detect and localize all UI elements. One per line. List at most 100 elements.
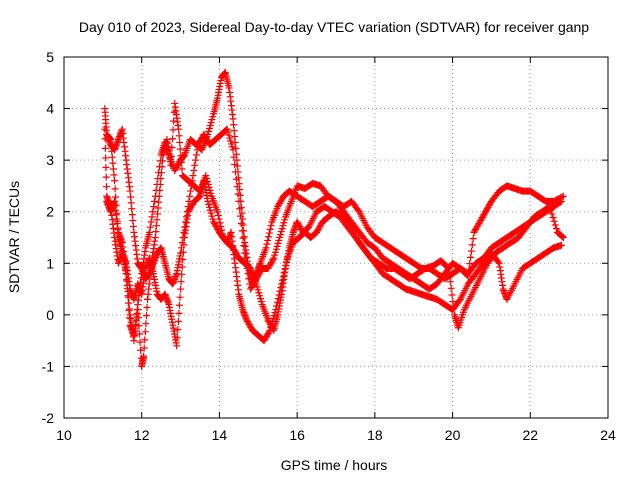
data-point: [447, 284, 455, 292]
data-point: [277, 197, 285, 205]
data-point: [173, 162, 181, 170]
data-point: [216, 219, 224, 227]
chart-title: Day 010 of 2023, Sidereal Day-to-day VTE…: [79, 19, 589, 35]
data-point: [194, 141, 202, 149]
data-point: [229, 146, 237, 154]
data-point: [243, 264, 251, 272]
data-point: [145, 228, 153, 236]
data-point: [223, 125, 231, 133]
data-point: [150, 203, 158, 211]
data-point: [267, 222, 275, 230]
data-point: [142, 320, 150, 328]
data-point: [167, 161, 175, 169]
data-point: [477, 217, 485, 225]
data-point: [227, 137, 235, 145]
data-point: [123, 277, 131, 285]
data-point: [188, 202, 196, 210]
data-point: [123, 284, 131, 292]
data-point: [253, 283, 261, 291]
data-point: [110, 171, 118, 179]
data-point: [151, 234, 159, 241]
data-point: [102, 164, 110, 172]
data-point: [558, 233, 566, 241]
data-point: [135, 322, 143, 330]
data-point: [124, 299, 132, 307]
data-point: [269, 256, 277, 264]
series-track-4: [103, 125, 567, 293]
data-point: [240, 233, 248, 241]
data-point: [275, 200, 283, 208]
data-point: [479, 212, 487, 220]
data-point: [175, 309, 183, 317]
plot-frame: [63, 56, 609, 419]
data-point: [177, 152, 185, 160]
data-point: [471, 227, 479, 235]
data-point: [197, 136, 205, 144]
data-point: [177, 158, 185, 166]
data-point: [137, 346, 145, 354]
data-point: [265, 233, 273, 241]
data-point: [207, 189, 215, 197]
data-point: [230, 153, 238, 161]
data-point: [202, 133, 210, 141]
data-point: [193, 146, 201, 154]
data-point: [274, 239, 282, 247]
data-point: [236, 205, 244, 213]
data-point: [245, 275, 253, 283]
data-point: [255, 289, 263, 297]
data-point: [244, 270, 252, 278]
data-point: [101, 125, 109, 133]
data-point: [177, 249, 185, 257]
data-point: [260, 337, 268, 345]
data-point: [548, 210, 556, 218]
data-point: [282, 261, 290, 269]
data-point: [213, 208, 221, 216]
data-point: [558, 193, 566, 201]
data-point: [265, 328, 273, 336]
data-point: [255, 270, 263, 278]
data-point: [177, 278, 185, 286]
data-point: [483, 205, 491, 213]
data-point: [238, 227, 246, 235]
data-point: [446, 278, 454, 286]
data-point: [186, 192, 194, 200]
data-point: [182, 213, 190, 221]
data-point: [252, 276, 260, 284]
data-point: [206, 186, 214, 194]
data-point: [140, 352, 148, 360]
data-point: [196, 138, 204, 146]
data-point: [239, 221, 247, 229]
data-point: [230, 121, 238, 129]
data-point: [549, 214, 557, 222]
data-point: [266, 260, 274, 268]
data-point: [276, 198, 284, 206]
data-point: [153, 216, 161, 224]
data-point: [557, 241, 565, 249]
data-point: [187, 187, 195, 195]
data-point: [244, 319, 252, 327]
data-point: [243, 317, 251, 325]
data-point: [232, 168, 240, 176]
data-point: [214, 211, 222, 219]
data-point: [170, 117, 178, 125]
data-point: [203, 178, 211, 186]
data-point: [278, 280, 286, 288]
data-point: [102, 183, 110, 191]
data-point: [180, 228, 188, 236]
data-point: [146, 223, 154, 231]
data-point: [140, 344, 148, 352]
data-point: [269, 315, 277, 323]
data-point: [112, 193, 120, 201]
data-point: [455, 297, 463, 305]
data-point: [179, 256, 187, 264]
data-point: [142, 312, 150, 320]
x-tick-label: 14: [212, 427, 228, 443]
data-point: [469, 235, 477, 243]
data-point: [448, 291, 456, 299]
data-point: [485, 202, 493, 210]
data-point: [233, 156, 241, 164]
y-tick-label: 1: [46, 255, 54, 271]
data-point: [465, 266, 473, 274]
data-point: [316, 222, 324, 230]
